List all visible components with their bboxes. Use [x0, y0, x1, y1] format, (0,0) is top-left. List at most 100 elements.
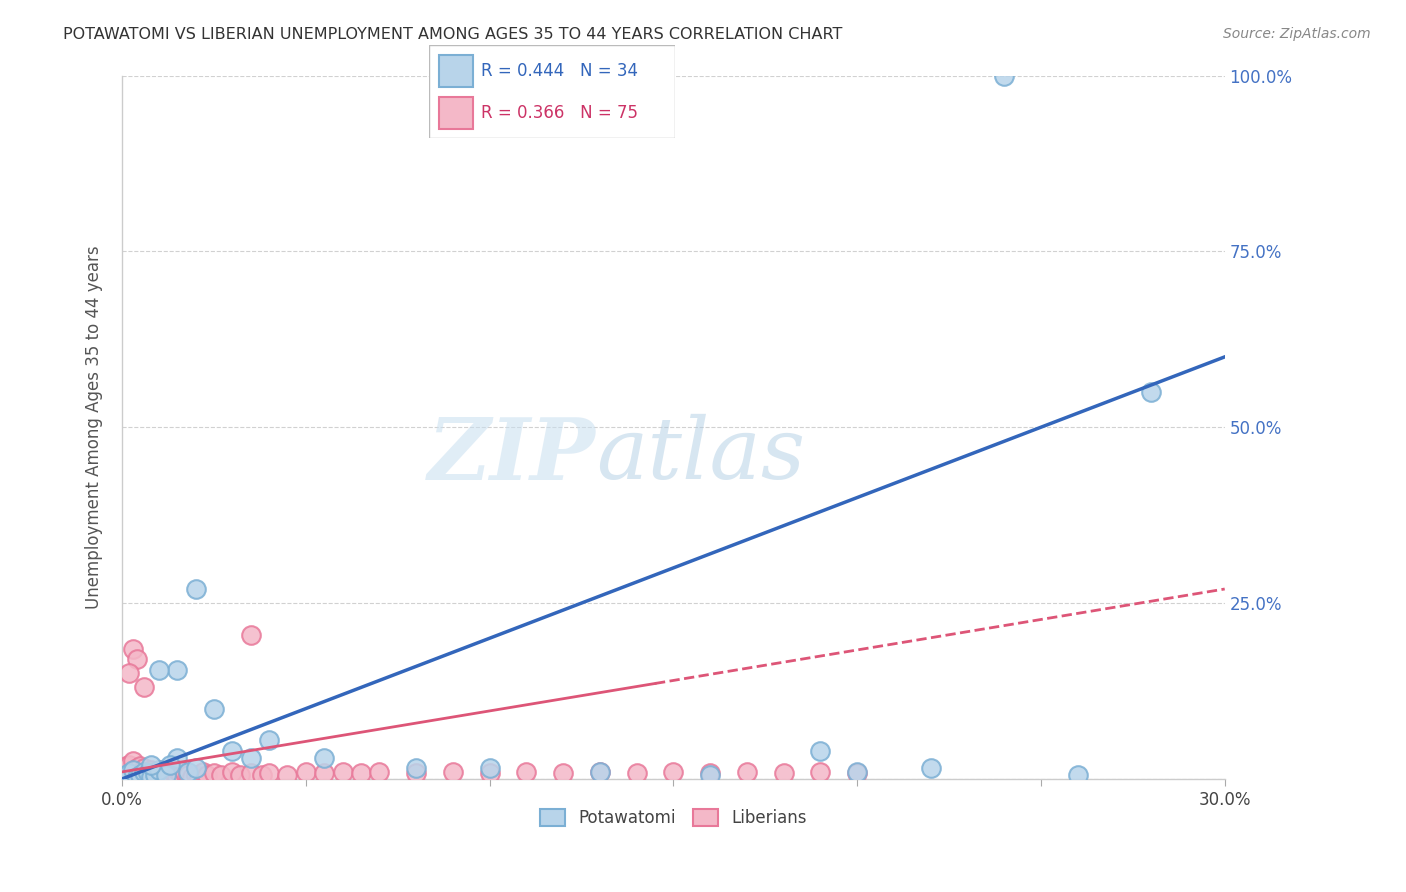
Point — [846, 764, 869, 779]
Point — [148, 663, 170, 677]
Point — [295, 764, 318, 779]
Point — [136, 766, 159, 780]
Point — [143, 768, 166, 782]
Y-axis label: Unemployment Among Ages 35 to 44 years: Unemployment Among Ages 35 to 44 years — [86, 245, 103, 609]
Point — [772, 766, 794, 780]
Point — [239, 751, 262, 765]
Point — [626, 766, 648, 780]
Point — [184, 768, 207, 782]
Point — [132, 764, 155, 779]
Point — [228, 768, 250, 782]
Point — [148, 764, 170, 778]
Point — [159, 757, 181, 772]
Text: R = 0.366   N = 75: R = 0.366 N = 75 — [481, 104, 637, 122]
Point — [159, 768, 181, 782]
Point — [250, 768, 273, 782]
Point — [221, 764, 243, 779]
Point — [118, 770, 141, 784]
FancyBboxPatch shape — [439, 97, 472, 129]
Point — [257, 766, 280, 780]
Point — [166, 764, 188, 778]
Point — [125, 766, 148, 780]
Point — [129, 767, 152, 781]
FancyBboxPatch shape — [439, 55, 472, 87]
Point — [141, 764, 163, 778]
Point — [143, 770, 166, 784]
Point — [478, 761, 501, 775]
Point — [141, 770, 163, 784]
Point — [184, 761, 207, 775]
Point — [125, 652, 148, 666]
Point — [125, 761, 148, 775]
Point — [1066, 768, 1088, 782]
Point — [132, 770, 155, 784]
Point — [350, 766, 373, 780]
Point — [136, 770, 159, 784]
Point — [209, 768, 232, 782]
Point — [162, 766, 184, 780]
Text: POTAWATOMI VS LIBERIAN UNEMPLOYMENT AMONG AGES 35 TO 44 YEARS CORRELATION CHART: POTAWATOMI VS LIBERIAN UNEMPLOYMENT AMON… — [63, 27, 842, 42]
Point — [191, 764, 214, 779]
Point — [202, 766, 225, 780]
Point — [166, 663, 188, 677]
Point — [152, 768, 174, 782]
Point — [993, 69, 1015, 83]
Point — [173, 766, 195, 780]
Point — [148, 764, 170, 778]
FancyBboxPatch shape — [429, 45, 675, 138]
Point — [118, 764, 141, 779]
Point — [129, 770, 152, 784]
Point — [405, 766, 427, 780]
Point — [132, 681, 155, 695]
Point — [589, 764, 612, 779]
Point — [195, 768, 218, 782]
Point — [122, 764, 145, 778]
Point — [114, 770, 136, 784]
Point — [177, 768, 200, 782]
Point — [699, 766, 721, 780]
Point — [114, 766, 136, 780]
Point — [114, 768, 136, 782]
Point — [221, 744, 243, 758]
Point — [118, 757, 141, 772]
Point — [129, 759, 152, 773]
Point — [515, 764, 537, 779]
Point — [368, 764, 391, 779]
Point — [202, 701, 225, 715]
Point — [118, 666, 141, 681]
Point — [276, 768, 298, 782]
Point — [332, 764, 354, 779]
Text: atlas: atlas — [596, 414, 806, 497]
Text: R = 0.444   N = 34: R = 0.444 N = 34 — [481, 62, 637, 79]
Point — [810, 744, 832, 758]
Point — [166, 751, 188, 765]
Point — [405, 761, 427, 775]
Point — [148, 770, 170, 784]
Text: ZIP: ZIP — [429, 414, 596, 497]
Point — [155, 767, 177, 781]
Point — [125, 770, 148, 784]
Point — [177, 764, 200, 779]
Point — [122, 755, 145, 769]
Point — [1140, 385, 1163, 400]
Point — [699, 768, 721, 782]
Point — [810, 764, 832, 779]
Point — [553, 766, 575, 780]
Point — [155, 764, 177, 779]
Point — [170, 768, 193, 782]
Legend: Potawatomi, Liberians: Potawatomi, Liberians — [533, 803, 813, 834]
Point — [132, 766, 155, 780]
Point — [114, 759, 136, 773]
Point — [132, 761, 155, 775]
Point — [478, 766, 501, 780]
Point — [114, 764, 136, 778]
Point — [129, 767, 152, 781]
Text: Source: ZipAtlas.com: Source: ZipAtlas.com — [1223, 27, 1371, 41]
Point — [118, 766, 141, 780]
Point — [589, 764, 612, 779]
Point — [180, 770, 202, 784]
Point — [314, 751, 336, 765]
Point — [118, 767, 141, 781]
Point — [257, 733, 280, 747]
Point — [239, 628, 262, 642]
